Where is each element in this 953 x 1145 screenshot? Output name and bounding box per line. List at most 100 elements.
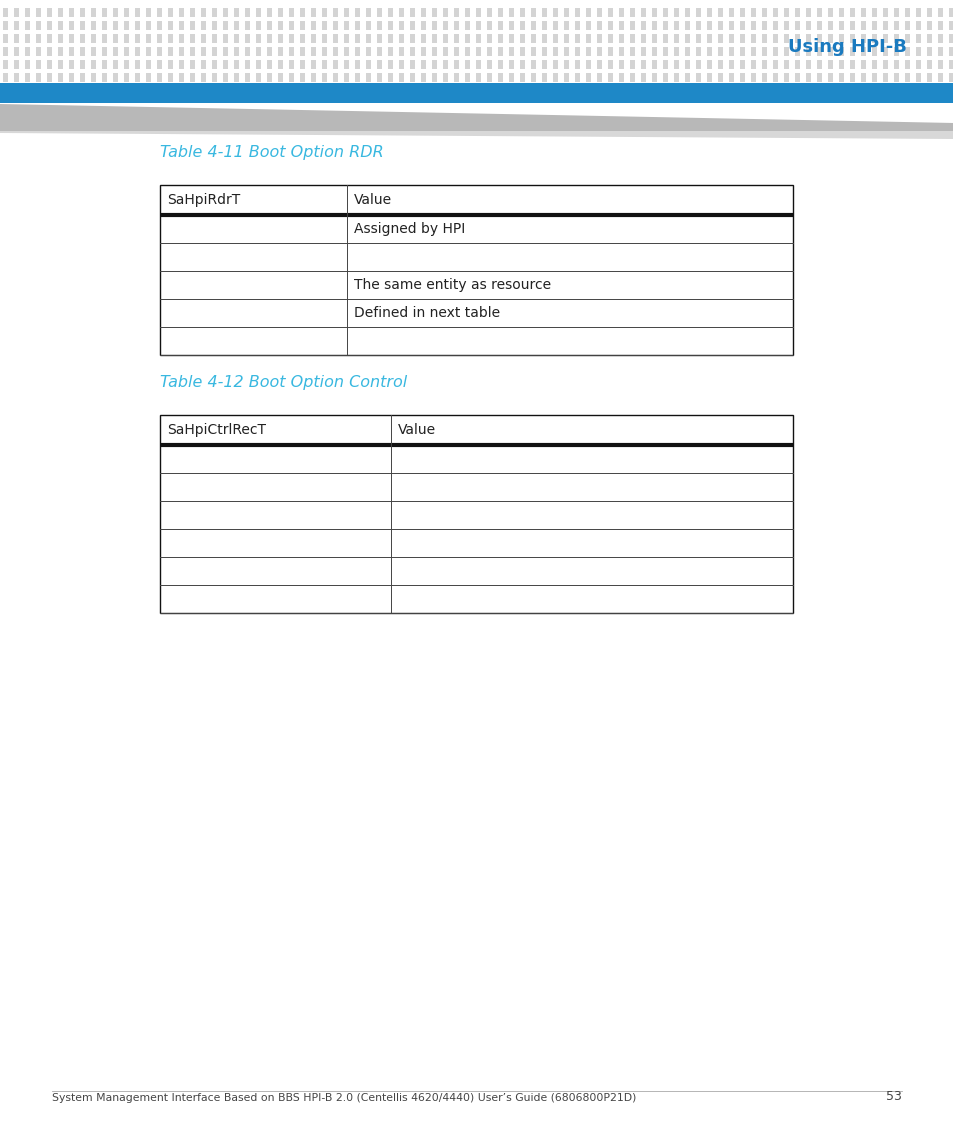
Bar xyxy=(563,47,568,56)
Bar xyxy=(553,8,558,17)
Bar xyxy=(442,8,448,17)
Bar xyxy=(102,34,107,44)
Bar xyxy=(827,8,832,17)
Bar xyxy=(179,47,184,56)
Bar xyxy=(651,47,657,56)
Bar xyxy=(398,8,403,17)
Bar xyxy=(80,47,85,56)
Bar xyxy=(91,86,96,95)
Bar xyxy=(245,21,250,30)
Bar xyxy=(322,34,327,44)
Bar xyxy=(146,47,151,56)
Bar xyxy=(168,8,172,17)
Bar xyxy=(531,21,536,30)
Bar xyxy=(322,47,327,56)
Bar xyxy=(651,60,657,69)
Bar xyxy=(904,86,909,95)
Bar xyxy=(80,34,85,44)
Bar xyxy=(838,8,843,17)
Bar xyxy=(794,34,800,44)
Bar xyxy=(531,86,536,95)
Bar xyxy=(849,47,854,56)
Bar xyxy=(135,8,140,17)
Bar xyxy=(486,21,492,30)
Bar xyxy=(311,47,315,56)
Bar xyxy=(696,60,700,69)
Bar xyxy=(597,34,601,44)
Bar xyxy=(432,21,436,30)
Bar xyxy=(322,86,327,95)
Bar xyxy=(146,73,151,82)
Bar xyxy=(322,8,327,17)
Bar xyxy=(553,60,558,69)
Bar xyxy=(124,73,129,82)
Bar xyxy=(718,21,722,30)
Bar xyxy=(322,73,327,82)
Bar xyxy=(629,34,635,44)
Polygon shape xyxy=(0,104,953,131)
Bar xyxy=(684,47,689,56)
Bar xyxy=(25,73,30,82)
Bar xyxy=(146,34,151,44)
Bar xyxy=(696,21,700,30)
Bar xyxy=(783,60,788,69)
Bar xyxy=(432,86,436,95)
Bar xyxy=(728,73,733,82)
Bar xyxy=(476,34,480,44)
Bar xyxy=(289,8,294,17)
Bar xyxy=(684,86,689,95)
Bar xyxy=(618,60,623,69)
Bar xyxy=(531,60,536,69)
Bar xyxy=(201,73,206,82)
Bar xyxy=(454,34,458,44)
Bar xyxy=(398,86,403,95)
Bar xyxy=(684,34,689,44)
Bar xyxy=(948,8,953,17)
Bar xyxy=(454,8,458,17)
Bar xyxy=(135,73,140,82)
Bar xyxy=(91,60,96,69)
Bar xyxy=(816,21,821,30)
Bar xyxy=(783,47,788,56)
Bar xyxy=(233,8,239,17)
Bar xyxy=(190,34,194,44)
Bar xyxy=(157,8,162,17)
Bar xyxy=(464,73,470,82)
Bar xyxy=(519,73,524,82)
Bar xyxy=(585,34,590,44)
Bar xyxy=(398,47,403,56)
Bar xyxy=(618,8,623,17)
Bar xyxy=(160,414,792,613)
Bar xyxy=(267,60,272,69)
Bar xyxy=(750,60,755,69)
Bar xyxy=(146,21,151,30)
Bar xyxy=(255,73,261,82)
Bar xyxy=(36,73,41,82)
Bar xyxy=(47,86,52,95)
Bar xyxy=(267,21,272,30)
Bar xyxy=(420,21,426,30)
Bar xyxy=(69,21,74,30)
Bar xyxy=(696,47,700,56)
Bar xyxy=(750,73,755,82)
Bar xyxy=(355,21,359,30)
Bar xyxy=(640,47,645,56)
Bar xyxy=(69,8,74,17)
Bar xyxy=(91,34,96,44)
Bar xyxy=(531,8,536,17)
Bar xyxy=(168,73,172,82)
Bar xyxy=(212,86,216,95)
Bar xyxy=(135,86,140,95)
Bar xyxy=(442,73,448,82)
Text: Value: Value xyxy=(354,194,392,207)
Bar xyxy=(112,73,118,82)
Bar xyxy=(410,73,415,82)
Bar xyxy=(223,47,228,56)
Bar xyxy=(948,73,953,82)
Bar xyxy=(410,8,415,17)
Bar xyxy=(563,86,568,95)
Bar xyxy=(915,60,920,69)
Bar xyxy=(662,21,667,30)
Bar xyxy=(838,60,843,69)
Bar xyxy=(245,8,250,17)
